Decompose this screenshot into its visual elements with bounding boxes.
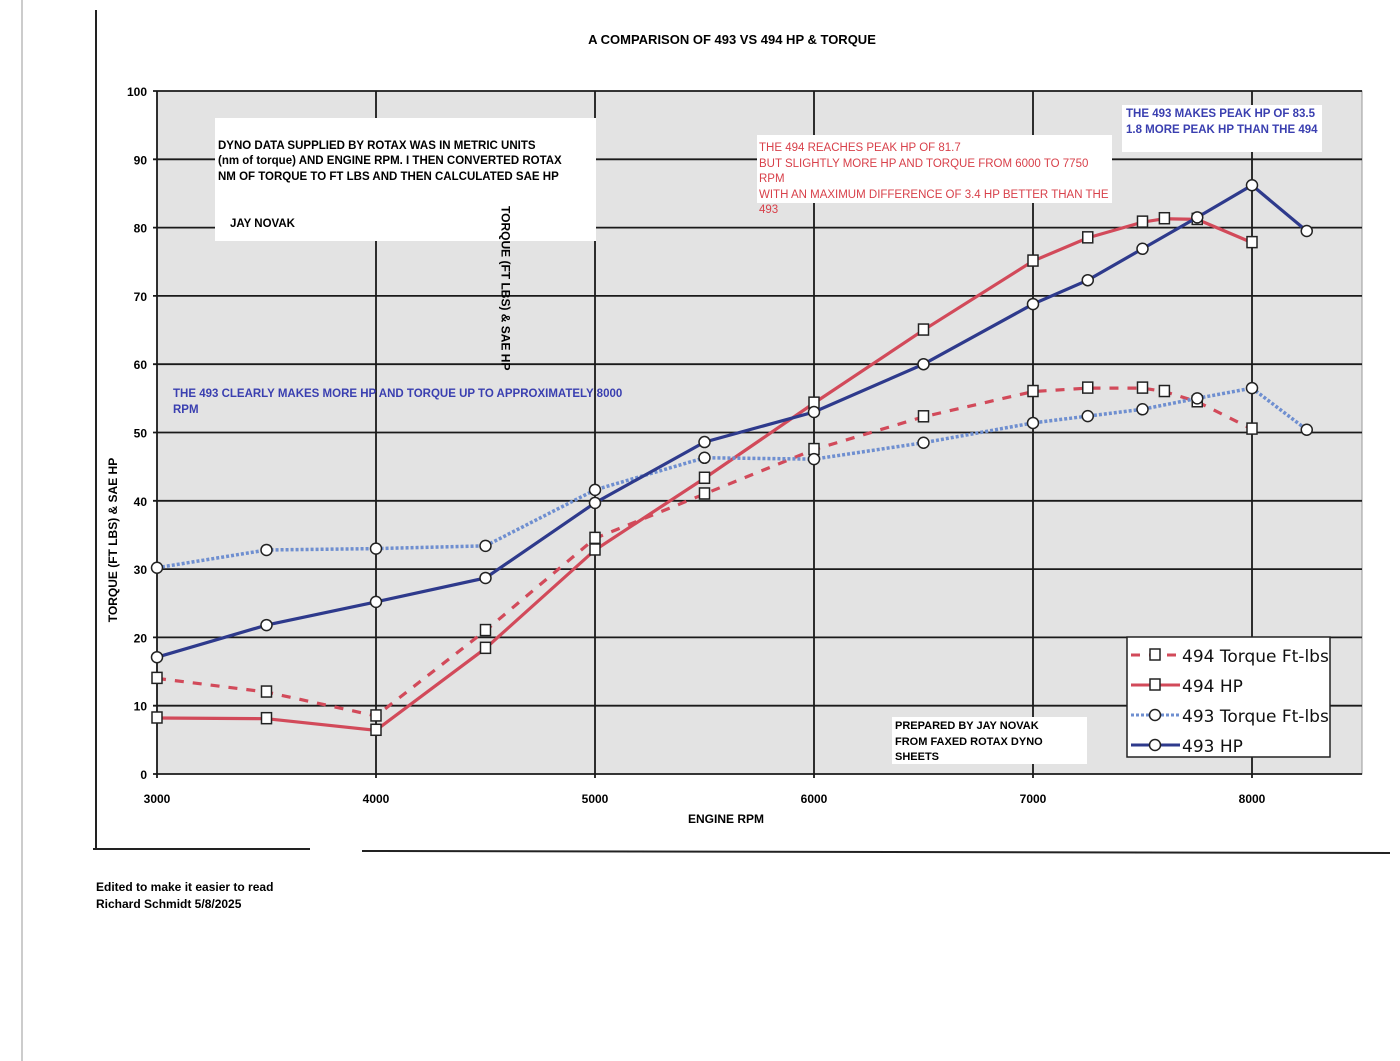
red-note: THE 494 REACHES PEAK HP OF 81.7 BUT SLIG… (757, 135, 1112, 216)
data-point (151, 671, 163, 685)
y-tick-label: 100 (127, 85, 147, 99)
y-tick-label: 40 (134, 495, 148, 509)
page-border-bottom (361, 850, 1391, 854)
y-tick-label: 50 (134, 427, 148, 441)
y-tick-label: 30 (134, 563, 148, 577)
data-point (698, 435, 711, 449)
data-point (1136, 381, 1149, 394)
data-point (151, 711, 163, 724)
series-line-2 (156, 386, 1308, 570)
legend-marker (1148, 738, 1162, 752)
y-tick-label: 90 (134, 153, 148, 167)
dyno-note-text: DYNO DATA SUPPLIED BY ROTAX WAS IN METRI… (218, 139, 562, 183)
data-point (698, 471, 711, 485)
data-point (1136, 242, 1149, 256)
data-point (1246, 422, 1258, 435)
data-point (1158, 211, 1171, 225)
dyno-note: DYNO DATA SUPPLIED BY ROTAX WAS IN METRI… (215, 118, 596, 241)
prepared-note: PREPARED BY JAY NOVAK FROM FAXED ROTAX D… (892, 717, 1087, 764)
x-tick-label: 7000 (1020, 792, 1047, 806)
legend-marker (1148, 708, 1162, 722)
data-point (1027, 254, 1039, 267)
y-tick-label: 10 (134, 700, 148, 714)
data-point (807, 405, 821, 419)
data-point (1081, 273, 1094, 287)
data-point (260, 711, 273, 725)
data-point (807, 452, 821, 466)
data-point (1246, 235, 1258, 249)
data-point (588, 483, 602, 497)
data-point (1027, 384, 1039, 398)
data-point (1081, 409, 1094, 423)
data-point (260, 685, 273, 698)
data-point (260, 618, 273, 632)
y-tick-label: 20 (134, 631, 148, 645)
legend (1126, 636, 1331, 758)
data-point (1245, 381, 1259, 395)
data-point (1158, 384, 1171, 398)
series-line-0 (156, 386, 1253, 718)
data-point (917, 436, 930, 449)
data-point (589, 543, 601, 556)
data-point (1191, 211, 1204, 224)
data-point (370, 709, 382, 722)
data-point (260, 543, 273, 557)
y-tick-label: 70 (134, 290, 148, 304)
data-point (1136, 215, 1149, 228)
x-tick-label: 6000 (801, 792, 828, 806)
data-point (1082, 381, 1094, 394)
data-point (1026, 297, 1040, 311)
edited-note: Edited to make it easier to read Richard… (96, 879, 274, 913)
x-tick-label: 5000 (582, 792, 609, 806)
data-point (917, 357, 930, 371)
legend-marker (1149, 678, 1161, 691)
data-point (1136, 403, 1149, 416)
legend-label: 493 Torque Ft-lbs (1182, 707, 1329, 727)
data-point (479, 571, 492, 585)
blue-peak-note: THE 493 MAKES PEAK HP OF 83.5 1.8 MORE P… (1122, 105, 1322, 152)
data-point (369, 595, 383, 609)
data-point (588, 496, 602, 510)
x-tick-label: 3000 (144, 792, 171, 806)
author-note: JAY NOVAK (230, 217, 295, 230)
legend-label: 493 HP (1182, 737, 1243, 757)
x-tick-label: 8000 (1239, 792, 1266, 806)
series-line-3 (156, 183, 1308, 659)
legend-label: 494 Torque Ft-lbs (1182, 647, 1329, 667)
data-point (1300, 423, 1313, 437)
data-point (1245, 179, 1259, 192)
data-point (369, 542, 383, 555)
y-tick-label: 80 (134, 222, 148, 236)
x-tick-label: 4000 (363, 792, 390, 806)
data-point (370, 723, 382, 737)
y-tick-label: 60 (134, 358, 148, 372)
data-point (1082, 231, 1094, 244)
data-point (1191, 392, 1204, 405)
data-point (479, 641, 492, 655)
data-point (1026, 416, 1040, 430)
y-axis-label: TORQUE (FT LBS) & SAE HP (106, 458, 120, 622)
data-point (917, 323, 930, 336)
data-point (479, 623, 492, 637)
data-point (698, 451, 711, 465)
data-point (698, 487, 711, 500)
mid-axis-label: TORQUE (FT LBS) & SAE HP (498, 206, 513, 371)
data-point (150, 650, 164, 664)
data-point (589, 531, 601, 545)
chart-title: A COMPARISON OF 493 VS 494 HP & TORQUE (588, 32, 876, 47)
x-axis-label: ENGINE RPM (688, 812, 764, 826)
data-point (917, 410, 930, 423)
data-point (150, 561, 164, 574)
legend-marker (1149, 648, 1161, 661)
blue-note: THE 493 CLEARLY MAKES MORE HP AND TORQUE… (173, 388, 623, 416)
legend-label: 494 HP (1182, 677, 1243, 697)
y-tick-label: 0 (140, 768, 147, 782)
data-point (1300, 224, 1313, 238)
data-point (479, 539, 492, 553)
